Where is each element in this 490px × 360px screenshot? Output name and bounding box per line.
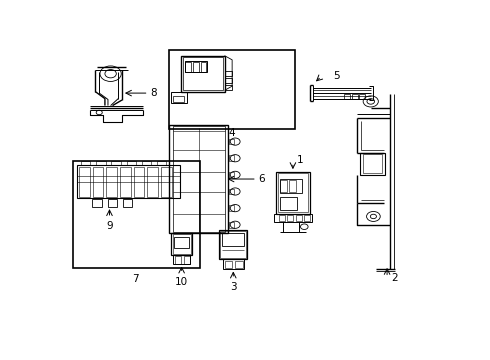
Bar xyxy=(193,62,199,72)
Bar xyxy=(175,256,181,264)
Bar xyxy=(295,215,302,221)
Bar xyxy=(111,161,121,165)
Bar xyxy=(161,167,172,197)
Text: 9: 9 xyxy=(106,221,113,231)
Bar xyxy=(79,167,90,197)
Bar xyxy=(278,174,308,212)
Bar xyxy=(224,72,232,76)
Text: 10: 10 xyxy=(175,277,188,287)
Bar xyxy=(170,125,228,233)
Text: 6: 6 xyxy=(259,174,266,184)
Bar xyxy=(276,172,310,214)
Bar xyxy=(173,255,190,264)
Bar xyxy=(280,180,287,192)
Bar xyxy=(81,161,91,165)
Bar xyxy=(106,167,117,197)
Bar xyxy=(142,161,151,165)
Bar xyxy=(173,234,191,254)
Text: 3: 3 xyxy=(230,283,237,292)
Bar xyxy=(235,261,243,268)
Bar xyxy=(229,139,234,144)
Bar xyxy=(344,94,350,99)
Bar xyxy=(120,167,131,197)
Bar xyxy=(363,154,382,174)
Bar xyxy=(304,215,310,221)
Bar xyxy=(279,215,285,221)
Bar xyxy=(123,199,132,207)
Bar xyxy=(172,126,225,232)
Bar xyxy=(183,57,222,90)
Bar xyxy=(134,167,145,197)
Bar xyxy=(361,153,385,175)
Bar xyxy=(222,260,244,269)
Text: 2: 2 xyxy=(392,273,398,283)
Bar xyxy=(229,189,234,194)
Text: 4: 4 xyxy=(229,128,236,138)
Bar xyxy=(229,156,234,161)
Bar xyxy=(280,179,302,193)
Bar xyxy=(173,96,184,102)
Text: 5: 5 xyxy=(333,71,340,81)
Bar xyxy=(219,230,247,260)
Bar xyxy=(147,167,158,197)
Bar xyxy=(73,161,200,268)
Bar xyxy=(220,231,246,258)
Bar xyxy=(184,256,190,264)
Bar xyxy=(126,161,136,165)
Bar xyxy=(224,85,232,90)
Bar xyxy=(174,237,189,248)
Bar xyxy=(181,56,224,92)
Bar xyxy=(172,233,192,255)
Bar xyxy=(170,50,295,129)
Bar xyxy=(222,233,244,246)
Bar xyxy=(96,161,106,165)
Bar xyxy=(224,261,232,268)
Text: 1: 1 xyxy=(297,155,303,165)
Bar xyxy=(172,92,187,103)
Bar xyxy=(93,199,102,207)
Bar xyxy=(229,222,234,228)
Bar xyxy=(185,61,207,72)
Bar xyxy=(359,94,366,99)
Bar xyxy=(229,205,234,211)
Bar xyxy=(287,215,294,221)
Text: 7: 7 xyxy=(132,274,139,284)
Bar xyxy=(280,197,297,210)
Bar xyxy=(224,78,232,84)
Bar xyxy=(289,180,295,192)
Bar xyxy=(200,62,206,72)
Bar xyxy=(93,167,103,197)
Bar xyxy=(274,214,312,222)
Text: 8: 8 xyxy=(150,88,157,98)
Bar xyxy=(229,172,234,177)
Bar xyxy=(77,165,180,198)
Bar xyxy=(352,94,358,99)
Bar xyxy=(108,199,117,207)
Bar xyxy=(157,161,167,165)
Bar xyxy=(185,62,191,72)
